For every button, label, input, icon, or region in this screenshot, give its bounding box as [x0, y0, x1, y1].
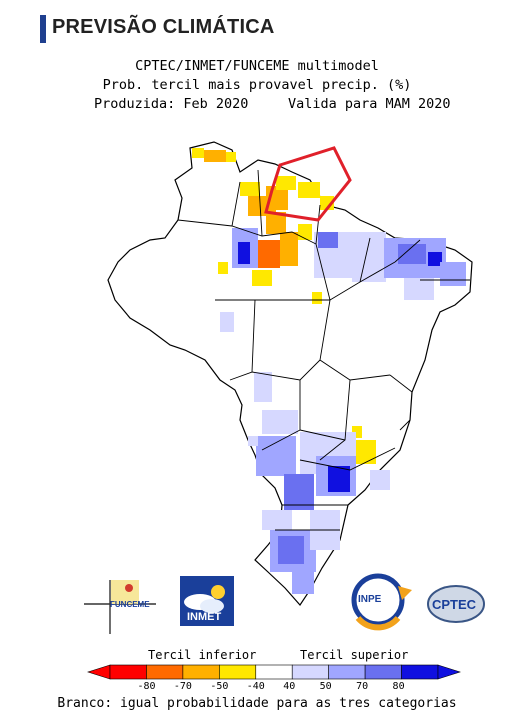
legend-tick-label: -70 [173, 681, 192, 692]
legend-swatch [182, 664, 220, 680]
state-borders [177, 169, 470, 531]
funceme-logo [84, 580, 156, 634]
legend-arrow-right [437, 664, 461, 680]
map-subtitle-variable: Prob. tercil mais provavel precip. (%) [102, 77, 412, 93]
legend-lower-label: Tercil inferior [148, 648, 257, 662]
funceme-logo-text: FUNCEME [110, 600, 150, 609]
legend-arrow-left [87, 664, 111, 680]
produced-date: Produzida: Feb 2020 [94, 96, 249, 112]
legend-upper-label: Tercil superior [300, 648, 409, 662]
legend-colorbar [87, 664, 461, 680]
inpe-logo-text: INPE [358, 594, 382, 605]
cptec-logo-text: CPTEC [432, 597, 477, 612]
legend-swatch [291, 664, 329, 680]
legend-tick-label: 80 [392, 681, 405, 692]
legend-swatch [219, 664, 257, 680]
legend-footer: Branco: igual probabilidade para as tres… [57, 696, 457, 711]
legend-tick-label: 40 [283, 681, 296, 692]
legend-swatch [328, 664, 366, 680]
legend-tick-label: 50 [319, 681, 332, 692]
legend-swatch [364, 664, 402, 680]
legend-tick-label: -40 [246, 681, 265, 692]
section-title: PREVISÃO CLIMÁTICA [52, 16, 275, 38]
valid-period: Valida para MAM 2020 [288, 96, 451, 112]
inmet-logo-text: INMET [187, 611, 222, 623]
legend-tick-label: 70 [356, 681, 369, 692]
legend-tick-label: -50 [210, 681, 229, 692]
inmet-logo [180, 576, 234, 626]
legend-swatch [109, 664, 147, 680]
inpe-logo [351, 573, 412, 631]
map-subtitle-models: CPTEC/INMET/FUNCEME multimodel [135, 58, 379, 74]
legend-swatch [146, 664, 184, 680]
legend-swatch [401, 664, 439, 680]
cptec-logo [427, 585, 485, 623]
title-accent-bar [40, 15, 46, 43]
highlight-region [264, 146, 352, 222]
upper-tercile-cells [220, 228, 466, 594]
legend-swatch [255, 664, 293, 680]
legend-tick-label: -80 [137, 681, 156, 692]
